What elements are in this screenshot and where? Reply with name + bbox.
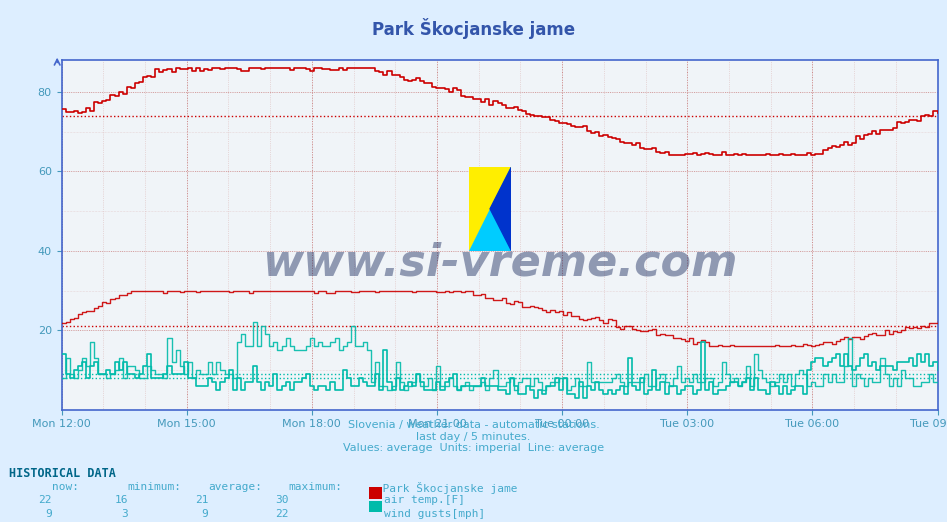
Text: air temp.[F]: air temp.[F] [384, 495, 466, 505]
Text: average:: average: [208, 482, 262, 492]
Text: Values: average  Units: imperial  Line: average: Values: average Units: imperial Line: av… [343, 443, 604, 453]
Text: 22: 22 [276, 509, 289, 519]
Text: maximum:: maximum: [289, 482, 343, 492]
Polygon shape [469, 167, 511, 251]
Text: wind gusts[mph]: wind gusts[mph] [384, 509, 486, 519]
Text: 16: 16 [115, 495, 128, 505]
Polygon shape [491, 167, 511, 251]
Text: last day / 5 minutes.: last day / 5 minutes. [417, 432, 530, 442]
Text: www.si-vreme.com: www.si-vreme.com [261, 241, 738, 284]
Text: 9: 9 [45, 509, 52, 519]
Text: 21: 21 [195, 495, 208, 505]
Text: 22: 22 [39, 495, 52, 505]
Text: Park Škocjanske jame: Park Škocjanske jame [372, 18, 575, 39]
Polygon shape [469, 167, 511, 251]
Text: HISTORICAL DATA: HISTORICAL DATA [9, 467, 116, 480]
Text: now:: now: [52, 482, 80, 492]
Text: minimum:: minimum: [128, 482, 182, 492]
Text: 3: 3 [121, 509, 128, 519]
Text: 9: 9 [202, 509, 208, 519]
Text: Slovenia / weather data - automatic stations.: Slovenia / weather data - automatic stat… [348, 420, 599, 430]
Text: Park Škocjanske jame: Park Škocjanske jame [369, 482, 518, 494]
Text: 30: 30 [276, 495, 289, 505]
